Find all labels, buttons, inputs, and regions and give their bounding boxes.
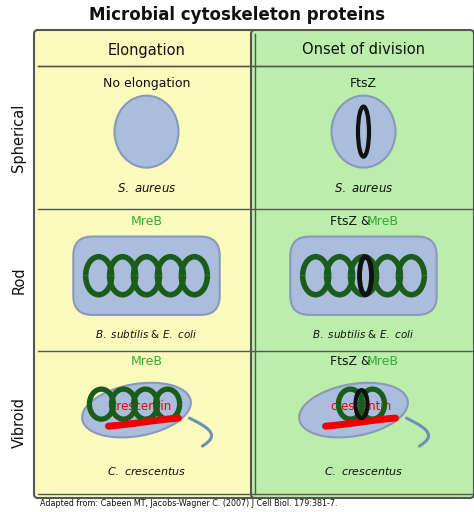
- Text: $\it{B.\ subtilis}$ & $\it{E.\ coli}$: $\it{B.\ subtilis}$ & $\it{E.\ coli}$: [312, 328, 415, 340]
- Text: MreB: MreB: [130, 215, 163, 228]
- Text: Adapted from: Cabeen MT, Jacobs-Wagner C. (2007) J Cell Biol. 179:381-7.: Adapted from: Cabeen MT, Jacobs-Wagner C…: [40, 499, 337, 507]
- Text: Onset of division: Onset of division: [302, 42, 425, 57]
- Ellipse shape: [115, 96, 179, 167]
- Text: crescentin: crescentin: [331, 400, 392, 414]
- Text: Elongation: Elongation: [108, 42, 185, 57]
- FancyBboxPatch shape: [73, 237, 220, 315]
- Text: $\it{C.\ crescentus}$: $\it{C.\ crescentus}$: [324, 465, 403, 477]
- Ellipse shape: [331, 96, 395, 167]
- Text: Vibroid: Vibroid: [11, 397, 27, 448]
- Ellipse shape: [82, 383, 191, 437]
- Ellipse shape: [299, 383, 408, 437]
- Text: $\it{S.\ aureus}$: $\it{S.\ aureus}$: [117, 182, 176, 195]
- Text: crescentin: crescentin: [111, 400, 172, 414]
- Text: FtsZ &: FtsZ &: [330, 215, 375, 228]
- Text: Spherical: Spherical: [11, 103, 27, 172]
- Text: FtsZ &: FtsZ &: [330, 355, 375, 368]
- Text: MreB: MreB: [367, 355, 399, 368]
- FancyBboxPatch shape: [34, 30, 259, 498]
- Text: $\it{C.\ crescentus}$: $\it{C.\ crescentus}$: [107, 465, 186, 477]
- Text: No elongation: No elongation: [103, 77, 190, 90]
- Text: $\it{B.\ subtilis}$ & $\it{E.\ coli}$: $\it{B.\ subtilis}$ & $\it{E.\ coli}$: [95, 328, 198, 340]
- FancyBboxPatch shape: [290, 237, 437, 315]
- Text: $\it{S.\ aureus}$: $\it{S.\ aureus}$: [334, 182, 393, 195]
- Text: Rod: Rod: [11, 266, 27, 294]
- Text: Microbial cytoskeleton proteins: Microbial cytoskeleton proteins: [89, 6, 385, 24]
- Text: MreB: MreB: [130, 355, 163, 368]
- Text: FtsZ: FtsZ: [350, 77, 377, 90]
- Text: MreB: MreB: [367, 215, 399, 228]
- FancyBboxPatch shape: [251, 30, 474, 498]
